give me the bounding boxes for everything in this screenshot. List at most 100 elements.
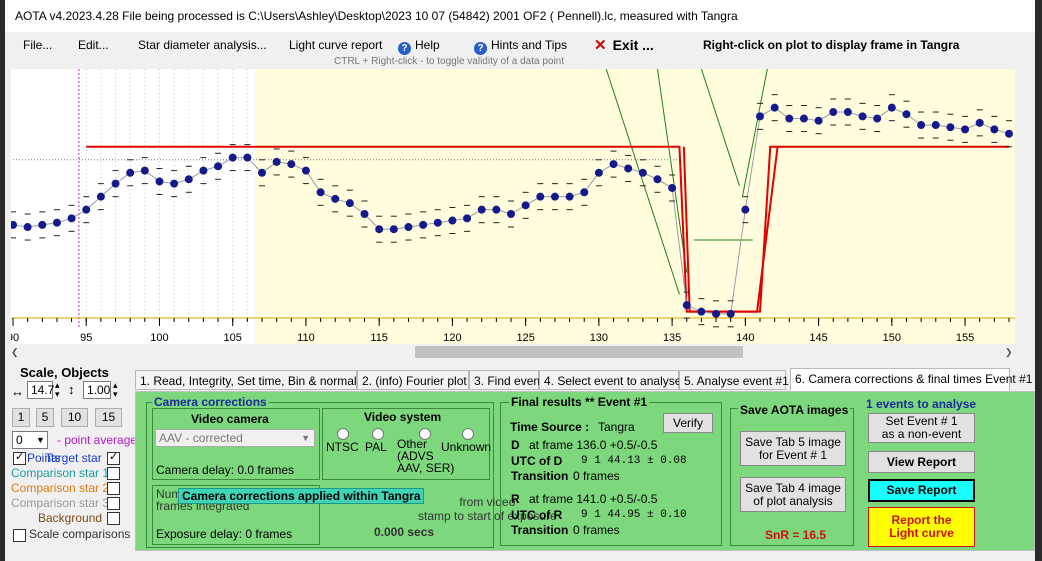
- object-background-checkbox[interactable]: [107, 512, 120, 525]
- data-point: [492, 205, 501, 214]
- save-tab4-button[interactable]: Save Tab 4 image of plot analysis: [740, 477, 846, 512]
- scroll-thumb[interactable]: [415, 346, 743, 358]
- menu-file[interactable]: File...: [23, 38, 53, 52]
- search-line: [605, 69, 680, 295]
- set-non-event-button[interactable]: Set Event # 1 as a non-event: [868, 413, 975, 443]
- object-comp2-checkbox[interactable]: [107, 482, 120, 495]
- x-tick-label: 100: [150, 332, 168, 344]
- points-checkbox[interactable]: ✓: [13, 451, 26, 465]
- data-point: [990, 125, 999, 134]
- search-line: [741, 69, 768, 197]
- data-point: [756, 112, 764, 121]
- right-click-hint: Right-click on plot to display frame in …: [703, 38, 960, 52]
- utc-r-label: UTC of R: [511, 508, 563, 522]
- data-point: [243, 153, 252, 162]
- ntsc-radio[interactable]: [337, 428, 349, 440]
- x-tick-label: 125: [516, 332, 534, 344]
- scale-x-input[interactable]: 14.7: [27, 381, 54, 399]
- data-point: [653, 175, 662, 184]
- save-report-button[interactable]: Save Report: [868, 479, 975, 502]
- data-point: [184, 175, 193, 184]
- tab-find-events[interactable]: 3. Find events: [469, 370, 549, 390]
- data-point: [170, 179, 179, 188]
- transition-d-value: 0 frames: [573, 469, 620, 483]
- spin-icon[interactable]: ▴ ▾: [113, 380, 118, 399]
- data-point: [140, 166, 149, 175]
- data-point: [843, 108, 852, 117]
- pal-radio[interactable]: [372, 428, 384, 440]
- transition-d-label: Transition: [511, 469, 569, 483]
- x-tick-label: 120: [443, 332, 461, 344]
- data-point: [902, 110, 911, 119]
- spin-icon[interactable]: ▴ ▾: [55, 380, 60, 399]
- menu-help-label: Help: [415, 38, 440, 52]
- data-point: [228, 153, 237, 162]
- data-point: [829, 108, 838, 117]
- final-results-title: Final results ** Event #1: [509, 395, 650, 409]
- point-average-select[interactable]: 0 ▼: [12, 431, 48, 449]
- scale-btn-5[interactable]: 5: [36, 408, 54, 427]
- scale-btn-10[interactable]: 10: [61, 408, 88, 427]
- scale-btn-15[interactable]: 15: [95, 408, 122, 427]
- menu-edit[interactable]: Edit...: [78, 38, 109, 52]
- object-comp3-checkbox[interactable]: [107, 497, 120, 510]
- save-tab5-button[interactable]: Save Tab 5 image for Event # 1: [740, 431, 846, 466]
- menu-light-curve-report[interactable]: Light curve report: [289, 38, 383, 52]
- view-report-button[interactable]: View Report: [868, 451, 975, 473]
- save-images-title: Save AOTA images: [738, 403, 851, 417]
- data-point: [580, 188, 589, 197]
- chevron-down-icon: ▼: [36, 435, 45, 445]
- menu-star-diameter[interactable]: Star diameter analysis...: [138, 38, 267, 52]
- data-point: [975, 118, 984, 127]
- data-point: [82, 205, 91, 214]
- x-tick-label: 145: [809, 332, 827, 344]
- tab-fourier[interactable]: 2. (info) Fourier plot: [357, 370, 469, 390]
- other-radio[interactable]: [419, 428, 431, 440]
- tab-camera-corrections[interactable]: 6. Camera corrections & final times Even…: [790, 368, 1032, 391]
- light-curve-plot[interactable]: 90 95 100 105 110 115 120 125 130 135 140 145 150 155: [11, 69, 1015, 344]
- data-point: [23, 223, 32, 232]
- data-point: [375, 225, 384, 234]
- menu-bar: File... Edit... Star diameter analysis..…: [5, 32, 1035, 56]
- chevron-down-icon: ▼: [301, 433, 310, 443]
- vertical-scale-icon: ↕: [68, 382, 75, 397]
- scroll-left-icon[interactable]: ❮: [11, 347, 19, 357]
- camera-select[interactable]: AAV - corrected ▼: [155, 429, 315, 447]
- window-title: AOTA v4.2023.4.28 File being processed i…: [15, 9, 738, 23]
- tab-select-event[interactable]: 4. Select event to analyse: [539, 370, 681, 390]
- tab-read[interactable]: 1. Read, Integrity, Set time, Bin & norm…: [135, 370, 372, 390]
- scale-y-input[interactable]: 1.00: [83, 381, 111, 399]
- camera-select-value: AAV - corrected: [159, 431, 243, 445]
- d-frame: at frame 136.0 +0.5/-0.5: [529, 438, 658, 452]
- x-tick-label: 90: [11, 332, 19, 344]
- data-point: [360, 210, 369, 219]
- light-curve-svg[interactable]: 90 95 100 105 110 115 120 125 130 135 140 145 150 155: [11, 69, 1015, 344]
- data-point: [741, 205, 750, 214]
- data-point: [521, 201, 530, 210]
- data-point: [404, 223, 413, 232]
- scale-comparisons-checkbox[interactable]: [13, 529, 26, 542]
- menu-help[interactable]: ? Help: [398, 38, 440, 55]
- data-point: [712, 309, 721, 318]
- menu-hints[interactable]: ? Hints and Tips: [474, 38, 567, 55]
- object-target-checkbox[interactable]: ✓: [107, 451, 120, 465]
- data-point: [609, 160, 618, 169]
- camera-delay: Camera delay: 0.0 frames: [156, 463, 295, 477]
- snr-value: SnR = 16.5: [765, 528, 827, 542]
- data-point: [287, 160, 296, 169]
- transition-r-label: Transition: [511, 523, 569, 537]
- menu-hints-label: Hints and Tips: [491, 38, 568, 52]
- tab-panel-camera-corrections: Camera corrections Video camera AAV - co…: [135, 391, 1035, 551]
- plot-scrollbar[interactable]: ❮ ❯: [11, 344, 1015, 360]
- data-point: [52, 218, 61, 227]
- report-light-curve-button[interactable]: Report the Light curve: [868, 507, 975, 547]
- scale-btn-1[interactable]: 1: [12, 408, 30, 427]
- verify-button[interactable]: Verify: [663, 413, 713, 433]
- scale-objects-title: Scale, Objects: [20, 365, 109, 380]
- object-comp1-checkbox[interactable]: [107, 467, 120, 480]
- unknown-radio[interactable]: [462, 428, 474, 440]
- scroll-right-icon[interactable]: ❯: [1005, 347, 1013, 357]
- tab-analyse-event[interactable]: 5. Analyse event #1: [679, 370, 789, 390]
- menu-exit[interactable]: ✕ Exit ...: [594, 36, 654, 54]
- horizontal-scale-icon: ↔: [11, 384, 24, 399]
